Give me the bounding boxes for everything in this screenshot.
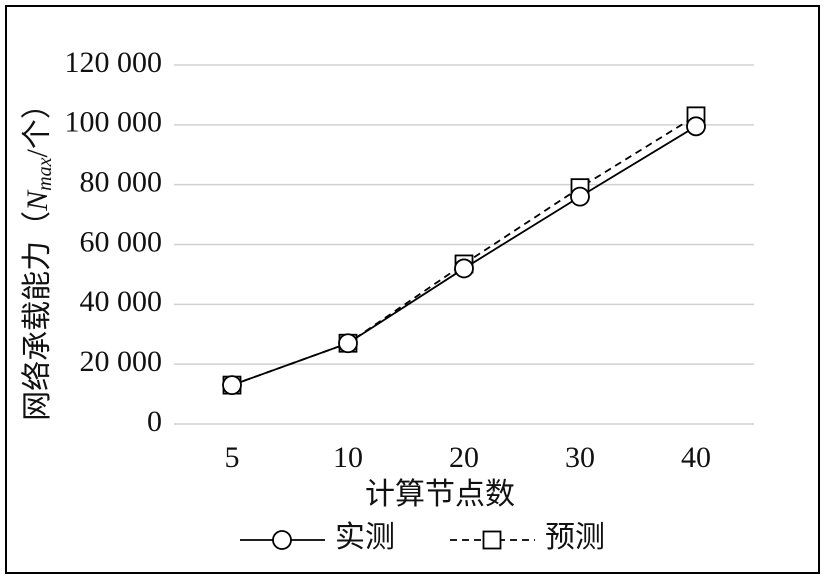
legend-label: 实测 [335, 521, 395, 554]
x-tick-label: 40 [681, 441, 711, 474]
y-label-sub: max [34, 157, 56, 190]
marker [454, 258, 474, 279]
y-axis-label: 网络承载能力（Nmax/个） [21, 89, 56, 421]
x-tick-label: 10 [333, 441, 363, 474]
y-tick-label: 40 000 [80, 285, 163, 318]
marker [338, 333, 358, 354]
y-label-part: /个） [21, 89, 54, 157]
y-tick-label: 100 000 [65, 106, 163, 139]
x-tick-label: 5 [225, 441, 240, 474]
frame [5, 5, 820, 574]
marker [570, 186, 590, 207]
legend-marker [482, 530, 502, 550]
series-line [231, 115, 697, 386]
legend-marker [272, 530, 292, 550]
marker [222, 375, 242, 396]
y-label-var: N [21, 189, 54, 212]
y-tick-label: 60 000 [80, 225, 163, 258]
y-tick-label: 0 [147, 405, 162, 438]
y-label-part: 网络承载能力（ [21, 211, 54, 421]
legend-label: 预测 [545, 521, 605, 554]
y-tick-label: 20 000 [80, 345, 163, 378]
x-axis-label: 计算节点数 [365, 478, 515, 511]
marker [686, 116, 706, 137]
x-tick-label: 20 [449, 441, 479, 474]
y-tick-label: 80 000 [80, 166, 163, 199]
x-tick-label: 30 [565, 441, 595, 474]
y-tick-label: 120 000 [65, 46, 163, 79]
